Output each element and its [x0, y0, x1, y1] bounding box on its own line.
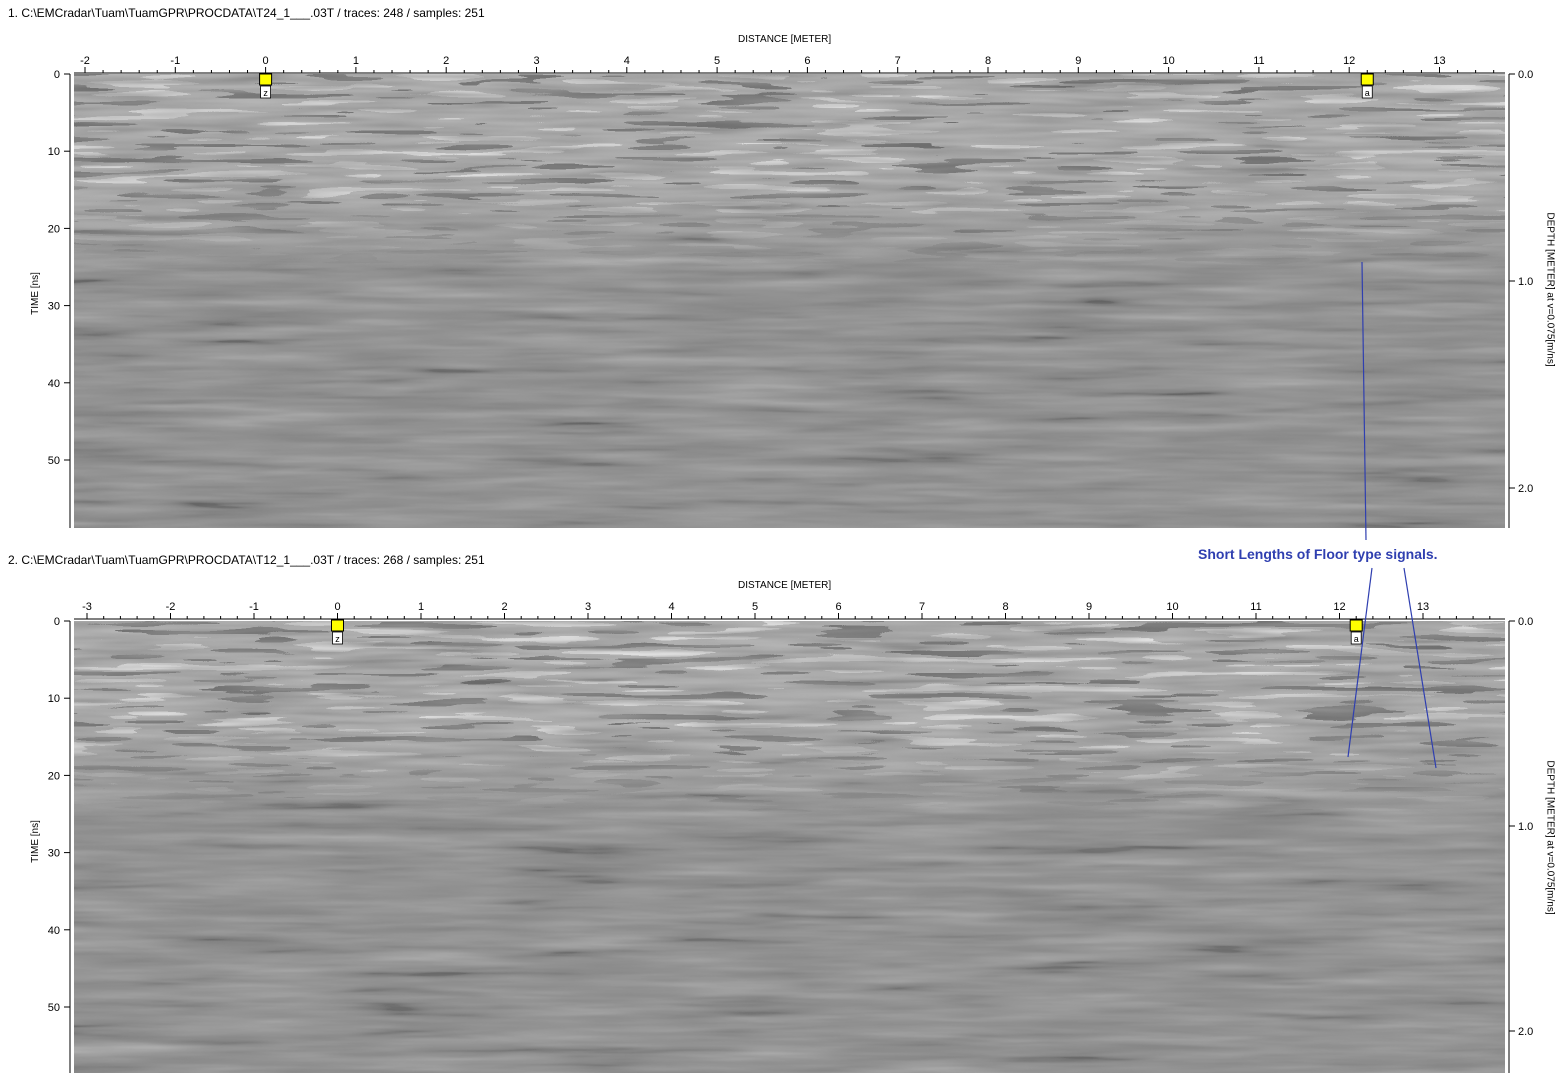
- profile-2-marker-label-box: [332, 631, 343, 645]
- profile-1-marker-label: a: [1365, 88, 1370, 98]
- annotation-arrow-profile-2-right: [1403, 567, 1437, 769]
- annotation-text: Short Lengths of Floor type signals.: [1198, 546, 1438, 562]
- profile-1-distance-tick-label: 3: [533, 55, 539, 67]
- annotation-arrow-profile-1: [1361, 261, 1367, 541]
- profile-1-distance-tick-label: 2: [443, 55, 449, 67]
- profile-2-distance-tick-label: 8: [1002, 601, 1008, 613]
- profile-1-distance-tick-label: 5: [714, 55, 720, 67]
- profile-1-time-tick-label: 10: [48, 146, 60, 158]
- profile-2-distance-tick-label: 1: [418, 601, 424, 613]
- profile-1-radargram: [74, 74, 1505, 528]
- profile-1-time-tick-label: 40: [48, 378, 60, 390]
- profile-1-depth-tick-label: 2.0: [1518, 483, 1533, 495]
- profile-2-time-tick-label: 0: [54, 616, 60, 628]
- profile-1-distance-tick-label: 7: [895, 55, 901, 67]
- profile-1-depth-tick-label: 0.0: [1518, 69, 1533, 81]
- profile-1-time-tick-label: 20: [48, 223, 60, 235]
- profile-2-distance-tick-label: 12: [1333, 601, 1345, 613]
- profile-1-marker-flag: [259, 73, 273, 86]
- profile-1-distance-tick-label: -1: [170, 55, 180, 67]
- profile-1-depth-tick-label: 1.0: [1518, 276, 1533, 288]
- profile-2-distance-axis-title: DISTANCE [METER]: [738, 580, 832, 591]
- profile-1-distance-tick-label: 0: [263, 55, 269, 67]
- profile-2-time-tick-label: 30: [48, 848, 60, 860]
- profile-1-distance-tick-label: 13: [1433, 55, 1445, 67]
- profile-2-distance-tick-label: 10: [1166, 601, 1178, 613]
- profile-1-distance-tick-label: 9: [1075, 55, 1081, 67]
- profile-1-marker-label: z: [263, 88, 268, 98]
- profile-1-marker-flag: [1360, 73, 1374, 86]
- profile-1-distance-tick-label: 12: [1343, 55, 1355, 67]
- profile-2-distance-tick-label: 4: [668, 601, 674, 613]
- profile-2-time-tick-label: 10: [48, 693, 60, 705]
- profile-2-distance-tick-label: 13: [1417, 601, 1429, 613]
- annotation-arrow-profile-2-left: [1347, 567, 1373, 758]
- profile-1-path-title: 1. C:\EMCradar\Tuam\TuamGPR\PROCDATA\T24…: [8, 6, 485, 20]
- profile-2-time-tick-label: 40: [48, 925, 60, 937]
- profile-1-distance-tick-label: -2: [80, 55, 90, 67]
- profile-2-marker-flag: [1349, 619, 1363, 632]
- profile-2-depth-tick-label: 1.0: [1518, 821, 1533, 833]
- profile-1-time-tick-label: 0: [54, 69, 60, 81]
- profile-2-time-tick-label: 20: [48, 770, 60, 782]
- profile-1-time-tick-label: 30: [48, 301, 60, 313]
- profile-2-distance-tick-label: -1: [249, 601, 259, 613]
- profile-1-marker-label-box: [260, 85, 272, 99]
- profile-2-marker-label-box: [1350, 631, 1362, 645]
- profile-1-distance-tick-label: 11: [1253, 55, 1264, 67]
- profile-1-distance-tick-label: 4: [624, 55, 630, 67]
- profile-1-distance-tick-label: 10: [1162, 55, 1174, 67]
- profile-2-marker-flag: [331, 619, 344, 632]
- profile-2-path-title: 2. C:\EMCradar\Tuam\TuamGPR\PROCDATA\T12…: [8, 553, 485, 567]
- profile-2-distance-tick-label: 5: [752, 601, 758, 613]
- profile-2-distance-tick-label: -3: [82, 601, 92, 613]
- profile-2-distance-tick-label: 7: [919, 601, 925, 613]
- annotation-arrows: [1347, 261, 1437, 769]
- profile-2-marker-label: z: [335, 634, 340, 644]
- profile-1-marker-label-box: [1361, 85, 1373, 99]
- profile-1-distance-tick-label: 6: [804, 55, 810, 67]
- profile-2-distance-tick-label: 0: [334, 601, 340, 613]
- profile-1-distance-tick-label: 1: [353, 55, 359, 67]
- profile-1-time-tick-label: 50: [48, 455, 60, 467]
- profile-2-distance-tick-label: 3: [585, 601, 591, 613]
- profile-2-time-tick-label: 50: [48, 1002, 60, 1014]
- profile-2-marker-label: a: [1354, 634, 1359, 644]
- profile-2-depth-tick-label: 0.0: [1518, 616, 1533, 628]
- profile-2-distance-tick-label: 2: [501, 601, 507, 613]
- profile-1-distance-tick-label: 8: [985, 55, 991, 67]
- profile-2-distance-tick-label: 6: [835, 601, 841, 613]
- profile-2-radargram: [74, 621, 1505, 1073]
- profile-2-depth-tick-label: 2.0: [1518, 1026, 1533, 1038]
- profile-2-distance-tick-label: -2: [166, 601, 176, 613]
- profile-2-distance-tick-label: 11: [1250, 601, 1261, 613]
- profile-2-distance-tick-label: 9: [1086, 601, 1092, 613]
- profile-1-distance-axis-title: DISTANCE [METER]: [738, 34, 832, 45]
